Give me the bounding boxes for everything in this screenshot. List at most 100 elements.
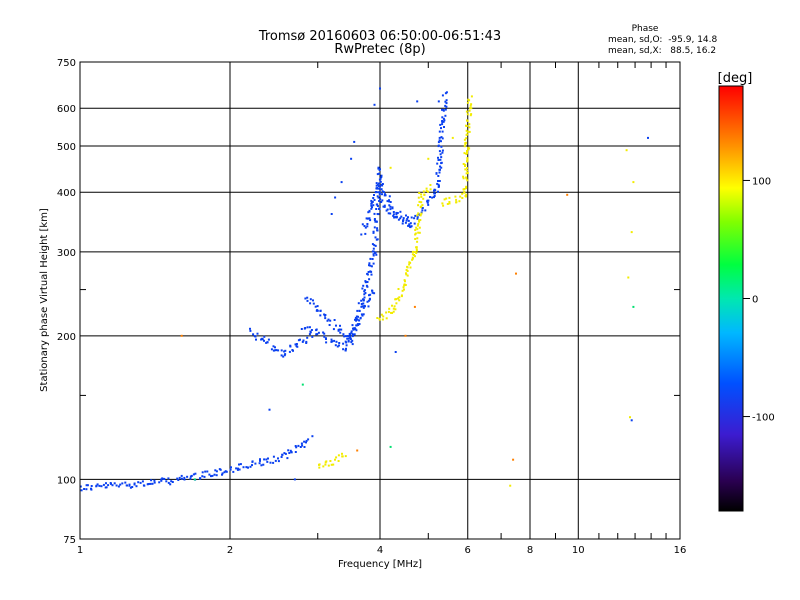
- data-point: [397, 288, 400, 290]
- data-point: [131, 486, 134, 488]
- data-point: [370, 204, 373, 207]
- data-point: [407, 216, 409, 219]
- data-point: [358, 319, 361, 322]
- data-point: [379, 177, 382, 180]
- data-point: [391, 207, 394, 210]
- data-point: [263, 458, 266, 461]
- data-point: [351, 335, 354, 338]
- data-point: [368, 278, 371, 281]
- data-point: [284, 452, 287, 455]
- data-point: [389, 212, 392, 215]
- y-tick-label: 750: [57, 58, 76, 69]
- data-point: [408, 223, 411, 226]
- data-point: [361, 287, 364, 290]
- data-point: [439, 165, 441, 168]
- data-point: [415, 249, 418, 252]
- data-point: [352, 333, 354, 336]
- data-point: [427, 157, 430, 160]
- data-point: [230, 466, 232, 469]
- data-point: [215, 474, 218, 477]
- data-point: [416, 217, 419, 220]
- data-point: [180, 474, 183, 477]
- data-point: [405, 272, 407, 275]
- data-point: [445, 105, 448, 108]
- data-point: [365, 284, 368, 287]
- data-point: [418, 220, 421, 223]
- data-point: [372, 253, 375, 256]
- data-point: [463, 188, 466, 190]
- data-point: [437, 186, 440, 188]
- data-point: [414, 229, 417, 231]
- data-point: [414, 255, 416, 258]
- data-point: [436, 162, 439, 165]
- data-point: [402, 286, 405, 289]
- data-point: [163, 478, 166, 480]
- data-point: [376, 183, 379, 186]
- data-point: [259, 459, 261, 462]
- data-point: [444, 100, 447, 103]
- colorbar: [718, 85, 744, 512]
- data-point: [261, 338, 264, 341]
- data-point: [394, 308, 397, 311]
- data-point: [350, 331, 353, 334]
- data-point: [301, 340, 304, 343]
- data-point: [270, 348, 273, 351]
- data-point: [171, 481, 174, 483]
- data-point: [409, 266, 412, 269]
- data-point: [324, 463, 327, 466]
- data-point: [150, 479, 153, 482]
- data-point: [327, 318, 330, 321]
- data-point: [463, 138, 466, 141]
- data-point: [263, 335, 266, 338]
- data-point: [416, 237, 419, 240]
- data-point: [448, 202, 451, 205]
- data-point: [346, 337, 349, 340]
- data-point: [269, 461, 272, 464]
- data-point: [420, 195, 423, 198]
- data-point: [372, 254, 375, 257]
- data-point: [333, 339, 336, 342]
- data-point: [305, 441, 307, 444]
- data-point: [372, 262, 375, 265]
- data-point: [351, 324, 354, 327]
- data-point: [378, 172, 381, 175]
- data-point: [366, 281, 369, 283]
- data-point: [433, 196, 435, 199]
- data-point: [440, 161, 443, 164]
- phase-stats-o: mean, sd,O: -95.9, 14.8: [608, 35, 718, 45]
- data-point: [408, 261, 411, 264]
- data-point: [413, 222, 416, 225]
- data-point: [406, 266, 409, 269]
- data-point: [301, 383, 304, 386]
- data-point: [414, 251, 416, 253]
- data-point: [303, 446, 306, 448]
- y-tick-label: 75: [63, 535, 76, 546]
- data-point: [208, 473, 211, 476]
- data-point: [368, 264, 370, 267]
- data-point: [394, 351, 397, 353]
- data-point: [441, 121, 444, 123]
- data-point: [214, 469, 217, 472]
- data-point: [305, 340, 308, 343]
- data-point: [469, 107, 472, 110]
- data-point: [299, 338, 301, 341]
- data-point: [383, 204, 386, 207]
- data-point: [437, 141, 440, 144]
- data-point: [167, 477, 170, 480]
- data-point: [389, 201, 392, 203]
- data-point: [458, 200, 461, 203]
- data-point: [85, 484, 88, 487]
- data-point: [326, 319, 329, 322]
- data-point: [463, 145, 466, 148]
- data-point: [349, 333, 351, 336]
- data-point: [466, 150, 468, 152]
- data-point: [377, 185, 380, 188]
- data-point: [341, 452, 343, 455]
- colorbar-ticks: 100 0 -100: [743, 176, 775, 424]
- data-point: [439, 123, 442, 126]
- data-point: [366, 225, 369, 228]
- data-point: [129, 486, 132, 489]
- data-point: [374, 244, 377, 247]
- data-point: [417, 196, 420, 199]
- data-point: [327, 464, 330, 467]
